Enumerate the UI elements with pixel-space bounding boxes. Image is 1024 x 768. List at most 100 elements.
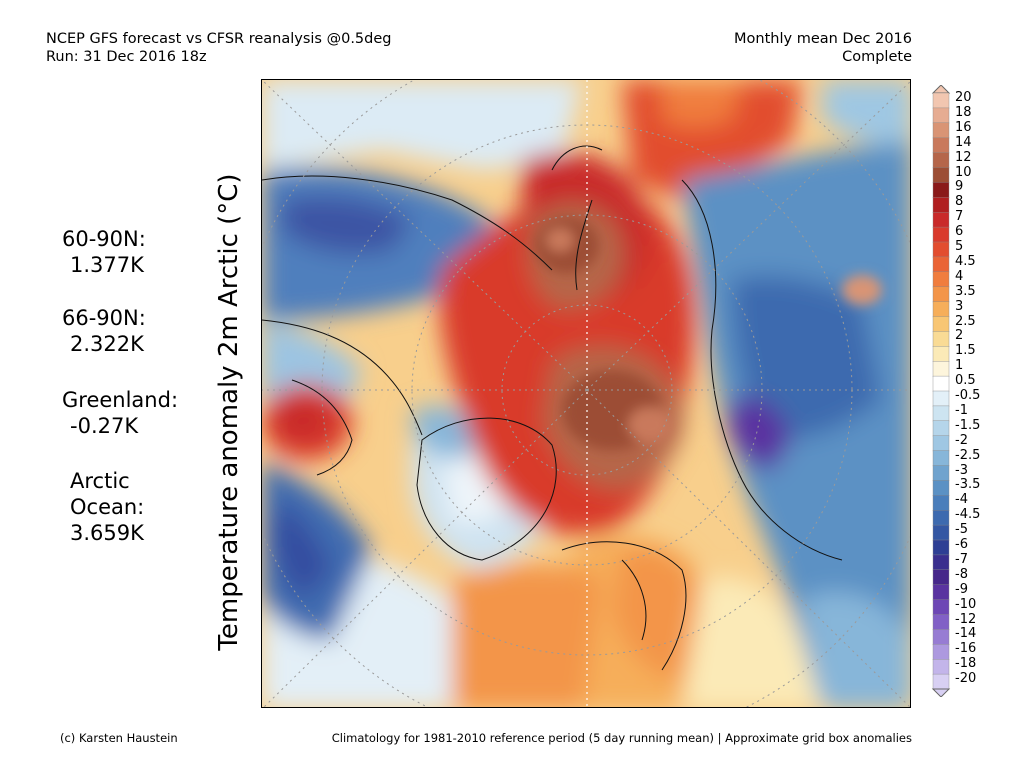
colorbar-tick-label: 18 (955, 104, 972, 120)
colorbar-tick-label: -7 (955, 551, 968, 567)
colorbar (931, 85, 951, 697)
colorbar-segment (932, 450, 950, 467)
stat-label-line2: Ocean: (70, 495, 145, 519)
colorbar-tick-label: 3 (955, 298, 964, 314)
colorbar-tick-label: -20 (955, 671, 977, 687)
colorbar-segment (932, 644, 950, 660)
colorbar-tick-label: -10 (955, 596, 977, 612)
colorbar-segment (932, 390, 950, 407)
stat-value: 1.377K (70, 253, 144, 277)
y-axis-label: Temperature anomaly 2m Arctic (°C) (214, 173, 244, 651)
colorbar-tick-label: -9 (955, 581, 968, 597)
colorbar-segment (932, 629, 950, 646)
stat-66-90n: 66-90N: 2.322K (62, 305, 146, 357)
colorbar-bottom-arrow (931, 688, 951, 697)
colorbar-tick-label: 3.5 (955, 283, 976, 299)
colorbar-tick-label: -14 (955, 626, 977, 642)
colorbar-segment (932, 614, 950, 631)
colorbar-segment (932, 331, 950, 347)
colorbar-segment (932, 361, 950, 377)
header-right: Monthly mean Dec 2016 Complete (734, 30, 912, 66)
colorbar-tick-label: -2 (955, 432, 968, 448)
colorbar-tick-label: -18 (955, 656, 977, 672)
colorbar-segment (932, 226, 950, 243)
colorbar-segment (932, 346, 950, 362)
colorbar-tick-label: 4.5 (955, 253, 976, 269)
colorbar-tick-label: -3.5 (955, 477, 981, 493)
climatology-note: Climatology for 1981-2010 reference peri… (331, 731, 912, 745)
colorbar-tick-label: 9 (955, 179, 964, 195)
stat-label-line1: Arctic (70, 469, 130, 493)
colorbar-segment (932, 510, 950, 526)
colorbar-tick-label: 0.5 (955, 373, 976, 389)
colorbar-tick-label: -2.5 (955, 447, 981, 463)
colorbar-tick-label: 1.5 (955, 343, 976, 359)
stat-60-90n: 60-90N: 1.377K (62, 226, 146, 278)
colorbar-segment (932, 182, 950, 199)
period-title: Monthly mean Dec 2016 (734, 31, 912, 47)
colorbar-segment (932, 599, 950, 616)
colorbar-segment (932, 286, 950, 303)
colorbar-segment (932, 167, 950, 184)
stat-greenland: Greenland: -0.27K (62, 387, 178, 439)
colorbar-tick-label: 1 (955, 358, 964, 374)
header-left: NCEP GFS forecast vs CFSR reanalysis @0.… (46, 30, 391, 66)
colorbar-tick-label: 5 (955, 239, 964, 254)
colorbar-tick-label: -0.5 (955, 388, 981, 403)
colorbar-tick-label: 2 (955, 328, 964, 344)
colorbar-tick-label: -1 (955, 402, 968, 418)
colorbar-segment (932, 211, 950, 228)
colorbar-tick-label: -1.5 (955, 417, 981, 433)
stat-value: -0.27K (70, 414, 139, 438)
colorbar-tick-label: -16 (955, 641, 977, 657)
model-title: NCEP GFS forecast vs CFSR reanalysis @0.… (46, 31, 392, 47)
colorbar-tick-label: -6 (955, 537, 968, 552)
colorbar-tick-label: 6 (955, 224, 964, 240)
colorbar-tick-label: -4 (955, 492, 968, 508)
colorbar-tick-label: -8 (955, 566, 968, 582)
stat-label: Greenland: (62, 388, 179, 412)
colorbar-tick-label: 4 (955, 268, 964, 284)
colorbar-segment (932, 420, 950, 437)
stat-arctic-ocean: Arctic Ocean: 3.659K (70, 468, 144, 546)
colorbar-segment (932, 122, 950, 139)
colorbar-segment (932, 480, 950, 496)
colorbar-tick-label: -5 (955, 522, 968, 538)
colorbar-segment (932, 495, 950, 511)
colorbar-tick-label: 16 (955, 119, 972, 135)
colorbar-tick-label: 14 (955, 134, 972, 150)
colorbar-segment (932, 301, 950, 318)
colorbar-tick-label: 8 (955, 194, 964, 210)
colorbar-segment (932, 554, 950, 571)
colorbar-segment (932, 92, 950, 109)
colorbar-tick-label: 7 (955, 209, 964, 225)
colorbar-segment (932, 107, 950, 124)
colorbar-segment (932, 539, 950, 556)
colorbar-segment (932, 584, 950, 601)
colorbar-tick-label: 2.5 (955, 313, 976, 329)
stat-label: 60-90N: (62, 227, 146, 251)
status-label: Complete (842, 49, 912, 65)
stat-label: 66-90N: (62, 306, 146, 330)
colorbar-segment (932, 659, 950, 675)
run-time: Run: 31 Dec 2016 18z (46, 49, 207, 65)
coastlines (262, 145, 843, 671)
colorbar-top-arrow (931, 85, 951, 94)
colorbar-segment (932, 197, 950, 213)
colorbar-tick-label: 20 (955, 90, 972, 105)
colorbar-segment (932, 137, 950, 154)
colorbar-tick-label: 10 (955, 164, 972, 180)
stat-value: 3.659K (70, 521, 144, 545)
colorbar-segment (932, 241, 950, 258)
colorbar-segment (932, 152, 950, 169)
colorbar-segment (932, 524, 950, 541)
colorbar-segment (932, 375, 950, 392)
colorbar-tick-label: -12 (955, 611, 977, 627)
colorbar-segment (932, 673, 950, 690)
colorbar-segment (932, 465, 950, 482)
copyright-text: (c) Karsten Haustein (60, 731, 178, 745)
colorbar-segment (932, 435, 950, 452)
colorbar-tick-label: 12 (955, 149, 972, 165)
colorbar-segment (932, 405, 950, 422)
colorbar-segment (932, 316, 950, 333)
